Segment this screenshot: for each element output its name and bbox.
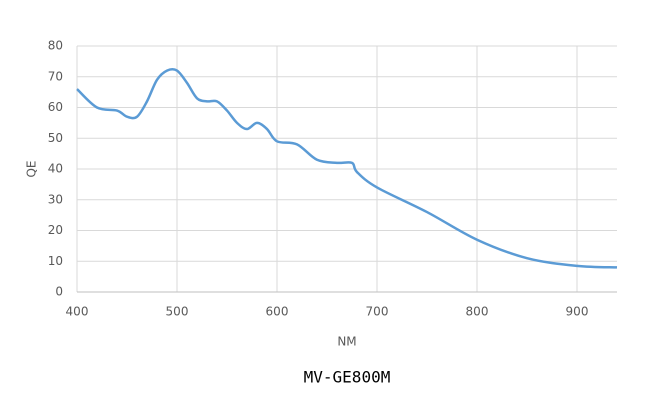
x-tick-label: 400	[66, 305, 89, 319]
x-tick-label: 600	[266, 305, 289, 319]
y-tick-label: 70	[48, 69, 63, 83]
y-axis-label: QE	[25, 160, 39, 177]
y-tick-label: 60	[48, 100, 63, 114]
x-tick-label: 900	[566, 305, 589, 319]
x-tick-label: 500	[166, 305, 189, 319]
data-line	[76, 68, 618, 269]
x-axis-label: NM	[337, 335, 356, 349]
y-tick-label: 40	[48, 162, 63, 176]
y-tick-label: 80	[48, 39, 63, 53]
y-tick-label: 50	[48, 131, 63, 145]
y-tick-label: 10	[48, 254, 63, 268]
x-tick-label: 800	[466, 305, 489, 319]
x-tick-label: 700	[366, 305, 389, 319]
y-tick-label: 0	[55, 285, 63, 299]
caption: MV-GE800M	[304, 368, 391, 387]
y-tick-label: 30	[48, 192, 63, 206]
y-tick-label: 20	[48, 223, 63, 237]
